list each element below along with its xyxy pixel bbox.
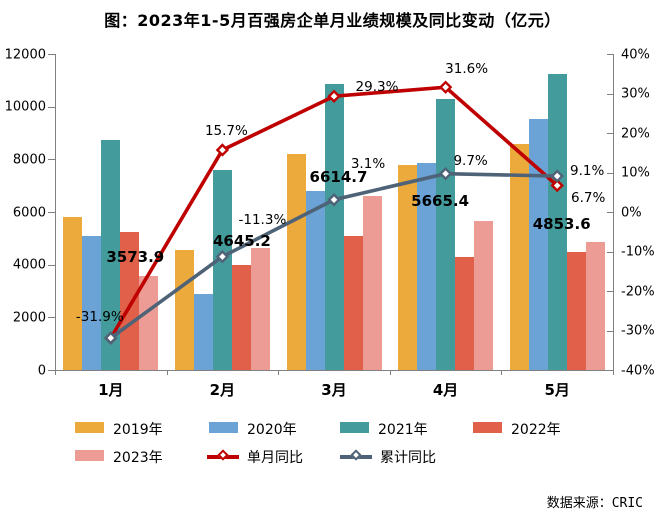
- cumulative-yoy-diamond-icon: [350, 449, 362, 461]
- y-right-tick: [607, 93, 613, 95]
- monthly-yoy-label-5月: 6.7%: [571, 189, 606, 206]
- y-left-axis-line: [55, 54, 56, 371]
- bar-2019年-1月: [63, 217, 83, 370]
- y-right-tick-label: 40%: [621, 47, 650, 62]
- y-right-tick-label: 0%: [621, 205, 642, 220]
- y-left-tick: [48, 264, 55, 266]
- y-left-tick-label: 0: [37, 363, 46, 378]
- x-axis-tick: [389, 370, 391, 375]
- y-right-tick-label: -30%: [621, 323, 655, 339]
- bar-2020年-5月: [528, 118, 548, 370]
- monthly-yoy-diamond-icon: [217, 449, 229, 461]
- bar-2023年-1月: [139, 275, 159, 370]
- bar-2023年-3月: [362, 195, 382, 370]
- legend-label-2023: 2023年: [113, 450, 163, 466]
- y-left-tick: [48, 212, 55, 213]
- y-left-tick: [48, 370, 55, 371]
- legend-swatch-2020: [209, 422, 238, 433]
- bar-2023年-2月: [250, 247, 270, 370]
- legend-swatch-2021: [340, 422, 369, 433]
- cumulative-yoy-label-4月: 9.7%: [453, 152, 488, 169]
- value-label-2023-2月: 4645.2: [212, 231, 271, 250]
- monthly-yoy-label-3月: 29.3%: [355, 79, 399, 96]
- bar-2023年-5月: [585, 242, 605, 370]
- bar-2021年-4月: [436, 98, 456, 370]
- data-source-note: 数据来源：CRIC: [546, 496, 643, 511]
- x-axis-tick: [501, 370, 503, 375]
- value-label-2023-3月: 6614.7: [309, 167, 368, 186]
- legend-label-monthly-yoy: 单月同比: [247, 450, 303, 466]
- value-label-2023-5月: 4853.6: [532, 215, 591, 234]
- legend-label-2019: 2019年: [113, 422, 163, 438]
- monthly-yoy-label-1月: -31.9%: [75, 309, 124, 325]
- legend-label-2021: 2021年: [378, 422, 428, 438]
- bar-2022年-4月: [455, 256, 475, 370]
- y-right-tick: [607, 330, 613, 332]
- bar-2019年-2月: [174, 250, 194, 370]
- y-right-tick-label: 20%: [621, 126, 650, 141]
- y-right-tick: [607, 54, 613, 55]
- cumulative-yoy-label-5月: 9.1%: [570, 163, 605, 180]
- bar-2020年-1月: [82, 235, 102, 370]
- y-right-tick-label: 30%: [621, 86, 650, 102]
- y-right-tick-label: -20%: [621, 284, 655, 299]
- bar-2023年-4月: [474, 220, 494, 370]
- x-category-label-2: 2月: [209, 381, 236, 399]
- legend-swatch-2019: [75, 422, 104, 433]
- bar-2020年-2月: [193, 293, 213, 370]
- bar-2019年-5月: [509, 143, 529, 370]
- cumulative-yoy-label-2月: -11.3%: [238, 211, 287, 228]
- bar-2020年-3月: [305, 190, 325, 370]
- value-label-2023-4月: 5665.4: [411, 191, 470, 210]
- y-right-tick-label: 10%: [621, 165, 650, 181]
- y-left-tick: [48, 317, 55, 319]
- x-category-label-3: 3月: [321, 381, 347, 399]
- monthly-yoy-label-4月: 31.6%: [445, 61, 489, 78]
- x-axis-tick: [166, 370, 168, 375]
- y-right-tick: [607, 251, 613, 253]
- y-left-tick-label: 4000: [12, 257, 46, 273]
- chart-title: 图：2023年1-5月百强房企单月业绩规模及同比变动（亿元）: [104, 11, 561, 30]
- y-right-tick-label: -10%: [621, 244, 655, 260]
- legend-label-2020: 2020年: [247, 422, 297, 438]
- y-right-tick: [607, 172, 613, 174]
- y-left-tick-label: 8000: [12, 152, 46, 168]
- y-right-tick: [607, 370, 613, 371]
- y-left-tick: [48, 159, 55, 161]
- value-label-2023-1月: 3573.9: [106, 247, 165, 266]
- y-left-tick-label: 10000: [4, 99, 46, 115]
- bar-2022年-3月: [343, 235, 363, 370]
- y-right-tick-label: -40%: [621, 363, 655, 378]
- y-right-tick: [607, 212, 613, 213]
- x-axis-tick: [278, 370, 280, 375]
- bar-2021年-2月: [212, 169, 232, 370]
- y-left-tick-label: 6000: [12, 205, 46, 220]
- x-category-label-1: 1月: [98, 381, 124, 399]
- bar-2022年-5月: [566, 251, 586, 370]
- x-category-label-5: 5月: [544, 381, 570, 399]
- x-axis-tick: [55, 370, 56, 375]
- legend-label-cumulative-yoy: 累计同比: [380, 450, 436, 466]
- legend-swatch-2022: [473, 422, 502, 433]
- x-category-label-4: 4月: [432, 381, 459, 399]
- monthly-yoy-label-2月: 15.7%: [204, 122, 248, 139]
- cumulative-yoy-label-3月: 3.1%: [350, 155, 386, 172]
- y-right-tick: [607, 133, 613, 134]
- bar-2022年-2月: [231, 264, 251, 370]
- y-right-tick: [607, 291, 613, 292]
- x-axis-line: [55, 370, 614, 371]
- y-left-tick: [48, 106, 55, 108]
- monthly-yoy-marker-icon: [215, 143, 230, 157]
- y-right-axis-line: [613, 54, 614, 371]
- bar-2019年-3月: [286, 154, 306, 370]
- y-left-tick-label: 2000: [12, 310, 46, 326]
- y-left-tick-label: 12000: [4, 47, 46, 62]
- bar-2021年-3月: [324, 84, 344, 370]
- monthly-yoy-marker-icon: [438, 80, 453, 94]
- x-axis-tick: [613, 370, 614, 375]
- y-left-tick: [48, 54, 55, 55]
- legend-label-2022: 2022年: [511, 422, 561, 438]
- legend-swatch-2023: [75, 450, 104, 461]
